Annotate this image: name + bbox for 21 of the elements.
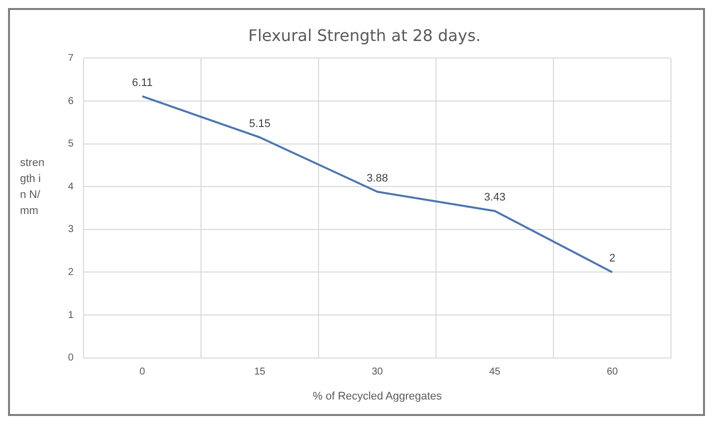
data-label: 3.88: [366, 172, 388, 184]
x-tick-label: 30: [372, 366, 384, 378]
y-tick-label: 4: [68, 181, 74, 192]
x-tick-label: 60: [606, 366, 618, 378]
y-tick-label: 2: [68, 266, 74, 278]
y-tick-label: 3: [68, 224, 74, 236]
x-tick-label: 45: [489, 366, 501, 378]
x-tick-label: 15: [254, 366, 266, 378]
y-axis-title: strength in N/mm: [20, 156, 46, 219]
y-tick-label: 0: [68, 352, 74, 364]
x-axis-title: % of Recycled Aggregates: [312, 390, 442, 402]
data-label: 2: [609, 252, 616, 265]
y-tick-label: 7: [68, 52, 74, 64]
x-tick-label: 0: [140, 366, 146, 378]
y-tick-label: 6: [68, 96, 74, 107]
chart-title: Flexural Strength at 28 days.: [248, 26, 481, 45]
data-label: 3.43: [484, 192, 506, 204]
y-tick-label: 1: [68, 310, 74, 321]
data-label: 5.15: [249, 118, 271, 130]
y-tick-label: 5: [68, 138, 74, 150]
data-label: 6.11: [132, 76, 153, 89]
